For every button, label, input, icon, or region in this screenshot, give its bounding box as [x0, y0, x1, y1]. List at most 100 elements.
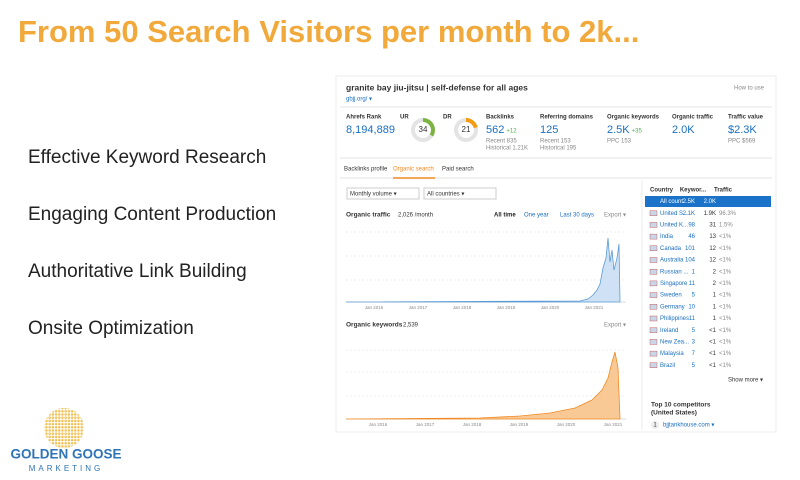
share: <1% [719, 234, 732, 240]
traffic: <1 [709, 328, 717, 334]
logo-mark [44, 408, 84, 448]
traffic: 13 [709, 234, 716, 240]
screenshot: granite bay jiu-jitsu | self-defense for… [335, 75, 777, 433]
keywords: 2.1K [683, 211, 695, 217]
tab[interactable]: Paid search [442, 167, 474, 173]
metric-delta: +35 [632, 129, 643, 135]
keywords: 98 [688, 222, 695, 228]
flag [649, 362, 658, 368]
share: <1% [719, 293, 732, 299]
x-label: Jan 2021 [604, 422, 623, 427]
keywords: 104 [685, 258, 696, 264]
metric-sub: Historical 195 [540, 146, 577, 152]
traffic-chart [345, 231, 626, 303]
tab[interactable]: Organic search [393, 167, 434, 173]
export[interactable]: Export ▾ [604, 213, 626, 219]
filter[interactable]: Monthly volume ▾ [350, 192, 397, 198]
flag [649, 350, 658, 357]
country[interactable]: United S... [660, 211, 688, 217]
country[interactable]: United K... [660, 222, 688, 228]
country[interactable]: India [660, 234, 674, 240]
country[interactable]: Singapore [660, 281, 688, 287]
traffic: 2 [713, 281, 717, 287]
headline: From 50 Search Visitors per month to 2k.… [18, 14, 639, 49]
keywords-value: 2,539 [403, 323, 419, 329]
logo: GOLDEN GOOSE MARKETING [10, 408, 122, 473]
table-highlight [645, 196, 771, 207]
country[interactable]: Russian ... [660, 269, 689, 275]
flag [649, 315, 658, 322]
share: <1% [719, 316, 732, 322]
traffic-area [345, 237, 621, 303]
share: <1% [719, 281, 732, 287]
x-label: Jan 2020 [541, 305, 560, 310]
flag [649, 233, 658, 240]
metric-sub: Historical 1.21K [486, 146, 528, 152]
traffic: 1 [713, 293, 717, 299]
x-label: Jan 2018 [463, 422, 482, 427]
help-link[interactable]: How to use [734, 86, 765, 92]
keywords-chart [345, 349, 626, 420]
metric-value: 21 [462, 125, 471, 134]
metric-label: Organic traffic [672, 115, 714, 121]
metric-label: Ahrefs Rank [346, 115, 382, 121]
logo-tagline: MARKETING [29, 464, 104, 473]
country[interactable]: Sweden [660, 293, 682, 299]
range-option[interactable]: All time [494, 213, 516, 219]
bullet: Effective Keyword Research [28, 147, 266, 168]
filter-box[interactable] [423, 187, 497, 200]
tab[interactable]: Backlinks profile [344, 167, 388, 173]
keywords-area [345, 351, 621, 420]
filter[interactable]: All countries ▾ [427, 192, 464, 198]
bullet: Engaging Content Production [28, 204, 276, 225]
traffic-value: 2,026 /month [398, 213, 433, 219]
country[interactable]: Philippines [660, 316, 689, 322]
metric-sub: Recent 153 [540, 139, 571, 145]
flag [649, 257, 658, 263]
range-option[interactable]: One year [524, 213, 549, 219]
country[interactable]: New Zea... [660, 339, 689, 345]
show-more[interactable]: Show more ▾ [728, 378, 763, 384]
country[interactable]: Ireland [660, 328, 678, 334]
keywords: 10 [688, 304, 695, 310]
export[interactable]: Export ▾ [604, 323, 626, 329]
x-label: Jan 2020 [557, 422, 576, 427]
flag [649, 339, 658, 345]
country[interactable]: Malaysia [660, 351, 684, 357]
traffic: <1 [709, 351, 717, 357]
country[interactable]: Canada [660, 246, 682, 252]
keywords: 3 [692, 339, 696, 345]
metric-value: 2.0K [672, 124, 695, 136]
gauge-arc [454, 118, 478, 142]
metric-label: Organic keywords [607, 115, 660, 121]
share: 96.3% [719, 211, 737, 217]
share: <1% [719, 339, 732, 345]
x-label: Jan 2017 [409, 305, 428, 310]
x-label: Jan 2021 [585, 305, 604, 310]
keywords: 1 [692, 269, 696, 275]
x-label: Jan 2017 [416, 422, 435, 427]
range-option[interactable]: Last 30 days [560, 213, 594, 219]
keywords: 11 [689, 281, 696, 287]
metric-sub: PPC 153 [607, 139, 632, 145]
filter-box[interactable] [346, 187, 420, 200]
site-url[interactable]: gbjj.org/ ▾ [346, 97, 372, 103]
country[interactable]: Brazil [660, 363, 675, 369]
flag [649, 222, 658, 228]
competitor-rank: 1 [653, 423, 657, 429]
bullet-list: Effective Keyword Research Engaging Conte… [28, 147, 276, 339]
metric-label: UR [400, 115, 409, 121]
traffic: <1 [709, 363, 717, 369]
bullet: Authoritative Link Building [28, 261, 247, 282]
keywords: 2.5K [683, 199, 695, 205]
country[interactable]: Australia [660, 258, 684, 264]
metric-label: Referring domains [540, 115, 594, 121]
competitor-domain[interactable]: bjjtankhouse.com ▾ [663, 423, 714, 429]
country[interactable]: Germany [660, 304, 685, 310]
table-header: Traffic [714, 188, 733, 194]
table-header: Keywor... [680, 188, 707, 194]
keywords: 5 [692, 363, 696, 369]
share: <1% [719, 258, 732, 264]
metric-sub: PPC $569 [728, 139, 756, 145]
